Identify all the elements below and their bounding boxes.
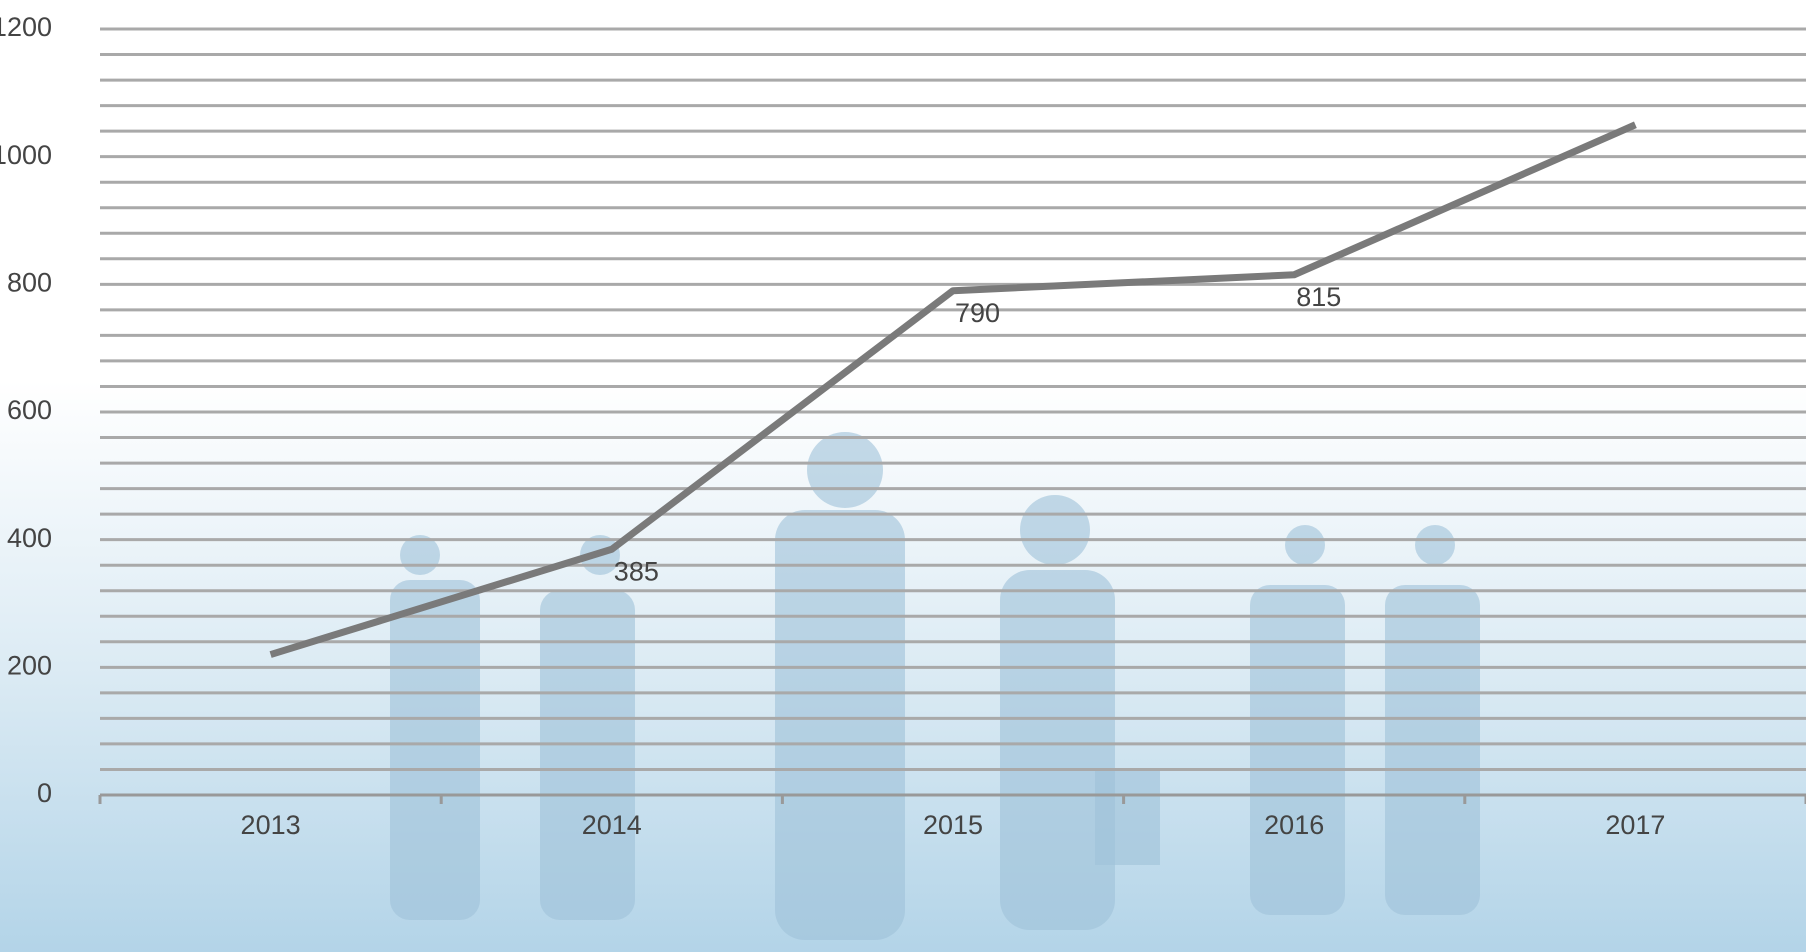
y-tick-label: 800 (7, 267, 52, 297)
y-tick-label: 200 (7, 650, 52, 680)
data-label: 815 (1296, 282, 1341, 312)
x-tick-label: 2016 (1264, 810, 1324, 840)
y-tick-label: 1000 (0, 140, 52, 170)
x-tick-label: 2015 (923, 810, 983, 840)
y-tick-label: 600 (7, 395, 52, 425)
data-label: 385 (614, 556, 659, 586)
chart: 0 200 400 600 800 1000 1200 2013 2014 2015 2016 201… (0, 0, 1806, 952)
y-tick-label: 1200 (0, 12, 52, 42)
page: {"chart_data": {"type": "line", "categor… (0, 0, 1806, 952)
x-tick-label: 2013 (241, 810, 301, 840)
y-tick-label: 400 (7, 523, 52, 553)
data-label: 790 (955, 298, 1000, 328)
x-tick-label: 2017 (1605, 810, 1665, 840)
y-tick-label: 0 (37, 778, 52, 808)
x-tick-label: 2014 (582, 810, 642, 840)
